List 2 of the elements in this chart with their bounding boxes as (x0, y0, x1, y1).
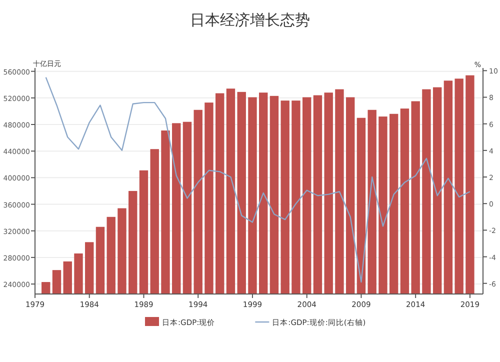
line-series (45, 76, 471, 283)
chart-title: 日本经济增长态势 (190, 11, 310, 29)
